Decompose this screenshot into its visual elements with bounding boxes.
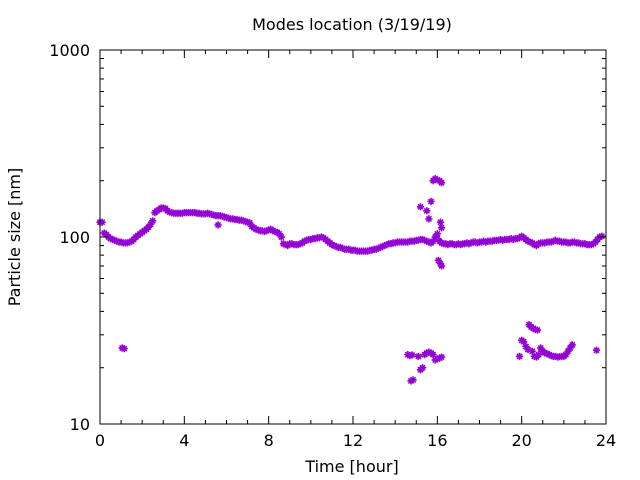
- data-point: [120, 345, 128, 353]
- data-point: [408, 351, 416, 359]
- data-point: [437, 353, 446, 361]
- chart-title: Modes location (3/19/19): [252, 15, 452, 34]
- y-axis-label: Particle size [nm]: [5, 168, 24, 307]
- data-point: [427, 197, 435, 206]
- data-point: [429, 351, 437, 359]
- y-tick-label: 10: [70, 415, 90, 434]
- data-point: [414, 352, 422, 360]
- data-point: [534, 351, 543, 359]
- data-point: [568, 341, 576, 349]
- x-tick-label: 24: [596, 431, 616, 450]
- data-point: [409, 376, 417, 384]
- x-tick-label: 8: [264, 431, 274, 450]
- plot-frame: [99, 49, 607, 425]
- data-point: [425, 215, 433, 223]
- data-point: [277, 233, 285, 241]
- axes: 0 4 8 12 16 20 24 10 100 1000: [49, 41, 616, 450]
- data-point: [433, 235, 441, 243]
- data-point: [418, 364, 427, 372]
- x-axis-label: Time [hour]: [304, 457, 398, 476]
- x-tick-label: 12: [343, 431, 363, 450]
- y-tick-label: 100: [59, 228, 90, 247]
- x-tick-label: 4: [179, 431, 189, 450]
- data-point: [515, 352, 524, 360]
- x-tick-label: 16: [427, 431, 447, 450]
- data-point: [437, 179, 446, 187]
- data-point: [437, 262, 446, 270]
- data-point: [214, 221, 222, 229]
- x-tick-label: 20: [511, 431, 531, 450]
- data-point: [592, 346, 601, 354]
- data-point: [149, 217, 157, 225]
- data-point: [533, 326, 542, 334]
- data-point: [423, 207, 431, 215]
- data-point: [598, 232, 606, 240]
- data-point: [416, 203, 425, 211]
- plot-marks: [96, 175, 606, 385]
- data-point: [436, 218, 445, 226]
- y-tick-label: 1000: [49, 41, 90, 60]
- x-tick-label: 0: [95, 431, 105, 450]
- data-point: [437, 224, 446, 232]
